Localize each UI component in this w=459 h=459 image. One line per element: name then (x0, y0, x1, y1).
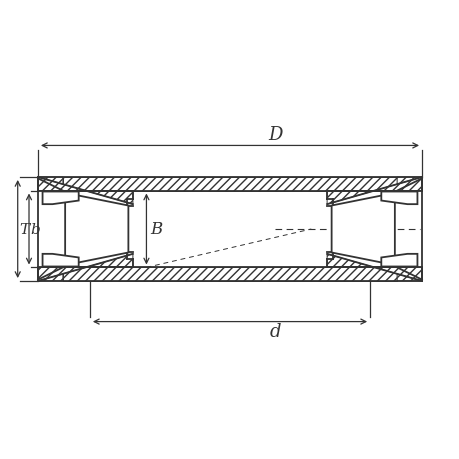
Polygon shape (381, 192, 416, 205)
Polygon shape (331, 193, 394, 266)
Polygon shape (396, 268, 421, 281)
Polygon shape (381, 254, 416, 267)
Polygon shape (43, 254, 78, 267)
Text: T: T (19, 223, 29, 236)
Polygon shape (38, 178, 63, 191)
Polygon shape (38, 268, 63, 281)
Polygon shape (396, 178, 421, 191)
Text: d: d (269, 322, 280, 340)
Polygon shape (38, 254, 133, 281)
Polygon shape (63, 268, 396, 281)
Polygon shape (326, 178, 421, 205)
Text: b: b (30, 223, 39, 236)
Text: D: D (268, 126, 282, 144)
Polygon shape (65, 193, 128, 266)
Polygon shape (43, 192, 78, 205)
Text: B: B (151, 221, 162, 238)
Polygon shape (63, 178, 396, 191)
Polygon shape (38, 178, 133, 205)
Polygon shape (326, 254, 421, 281)
